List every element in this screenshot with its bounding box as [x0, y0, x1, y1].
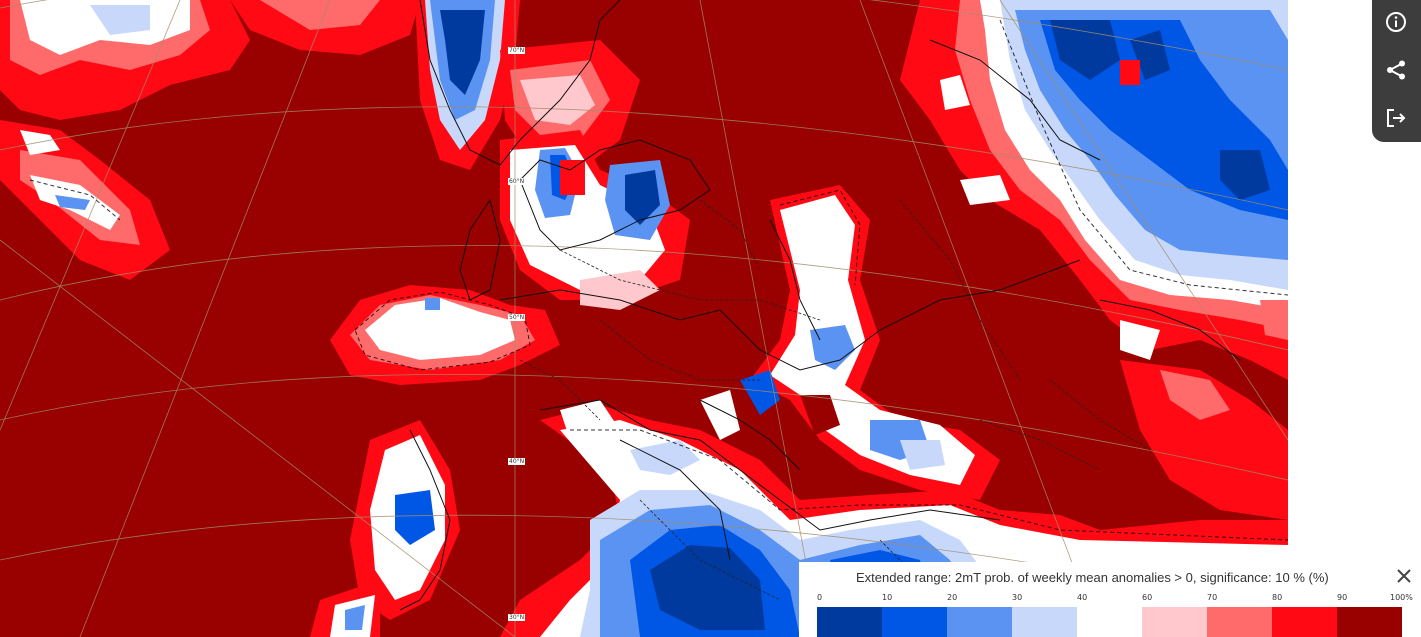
legend-tick-label: 20 [947, 593, 958, 602]
probability-map[interactable]: 70°N 60°N 50°N 40°N 30°N [0, 0, 1288, 637]
grid-label-70n: 70°N [508, 47, 526, 54]
grid-label-30n: 30°N [508, 614, 526, 621]
legend-swatch [817, 607, 882, 637]
region-balkans [740, 185, 1000, 500]
legend-panel: Extended range: 2mT prob. of weekly mean… [799, 562, 1421, 637]
legend-swatch [1207, 607, 1272, 637]
legend-swatch [882, 607, 947, 637]
legend-swatch [1337, 607, 1402, 637]
map-toolbar [1372, 0, 1421, 142]
legend-swatch [1077, 607, 1142, 637]
borders [519, 199, 1151, 601]
legend-tick-label: 40 [1077, 593, 1088, 602]
region-scandinavia [415, 0, 690, 310]
region-russia [900, 0, 1288, 380]
legend-tick-label: 60 [1142, 593, 1153, 602]
grid-label-60n: 60°N [508, 178, 526, 185]
legend-tick-label: 0 [817, 593, 823, 602]
legend-tick-label: 100% [1390, 593, 1413, 602]
legend-swatch [947, 607, 1012, 637]
close-icon [1397, 569, 1411, 583]
export-icon [1387, 109, 1406, 127]
info-icon [1386, 12, 1406, 32]
map-canvas [0, 0, 1288, 637]
legend-title: Extended range: 2mT prob. of weekly mean… [856, 570, 1329, 585]
legend-tick-label: 10 [882, 593, 893, 602]
share-button[interactable] [1381, 55, 1411, 85]
legend-tick-label: 70 [1207, 593, 1218, 602]
significance-contours [29, 19, 1288, 541]
grid-label-50n: 50°N [508, 314, 526, 321]
legend-tick-label: 90 [1337, 593, 1348, 602]
share-icon [1387, 60, 1405, 80]
legend-swatch [1272, 607, 1337, 637]
legend-swatch [1142, 607, 1207, 637]
legend-tick-label: 80 [1272, 593, 1283, 602]
legend-swatch [1012, 607, 1077, 637]
export-button[interactable] [1381, 103, 1411, 133]
region-greenland [0, 0, 420, 280]
info-button[interactable] [1381, 7, 1411, 37]
legend-close-button[interactable] [1395, 567, 1413, 585]
coastlines [399, 0, 1241, 611]
grid-label-40n: 40°N [508, 458, 526, 465]
region-iberia [310, 420, 460, 637]
legend-tick-label: 30 [1012, 593, 1023, 602]
region-middle-east [1120, 300, 1288, 520]
